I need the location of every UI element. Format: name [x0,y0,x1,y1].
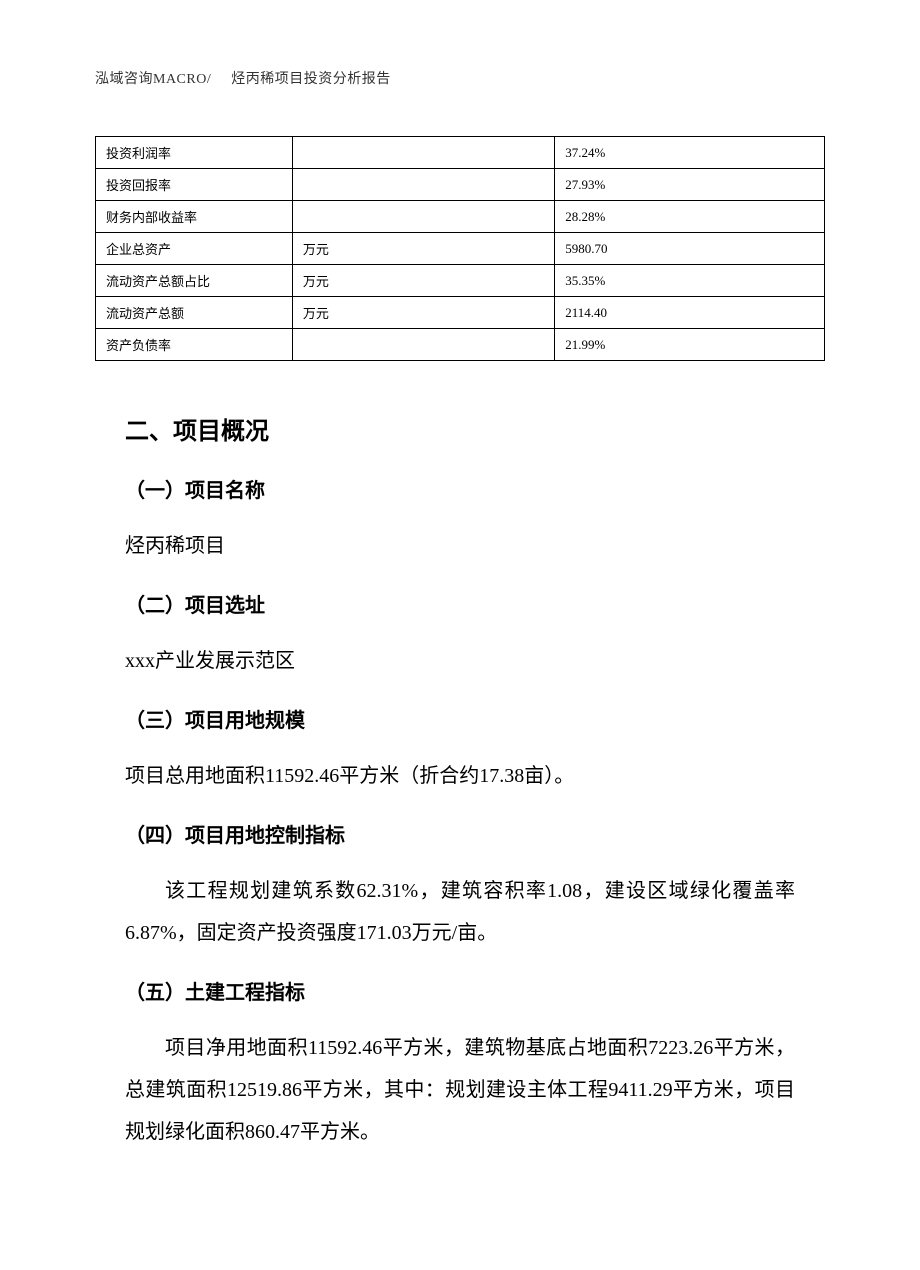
financial-table: 投资利润率 37.24% 投资回报率 27.93% 财务内部收益率 28.28%… [95,136,825,361]
table-cell-unit [292,201,554,233]
table-cell-value: 37.24% [555,137,825,169]
table-row: 资产负债率 21.99% [96,329,825,361]
section-heading: 二、项目概况 [125,411,795,446]
table-row: 企业总资产 万元 5980.70 [96,233,825,265]
subsection-title: （四）项目用地控制指标 [125,819,795,848]
table-cell-label: 企业总资产 [96,233,293,265]
subsection-title: （二）项目选址 [125,589,795,618]
table-row: 财务内部收益率 28.28% [96,201,825,233]
table-row: 流动资产总额占比 万元 35.35% [96,265,825,297]
table-cell-unit [292,329,554,361]
subsection-body: 项目总用地面积11592.46平方米（折合约17.38亩）。 [125,755,795,797]
table-cell-label: 流动资产总额占比 [96,265,293,297]
table-row: 投资回报率 27.93% [96,169,825,201]
subsection-body: xxx产业发展示范区 [125,640,795,682]
subsection-body: 烃丙稀项目 [125,525,795,567]
table-cell-value: 2114.40 [555,297,825,329]
header-separator [219,72,223,87]
table-cell-label: 资产负债率 [96,329,293,361]
subsection-title: （一）项目名称 [125,474,795,503]
table-cell-label: 财务内部收益率 [96,201,293,233]
table-cell-value: 28.28% [555,201,825,233]
table-cell-value: 27.93% [555,169,825,201]
page-container: 泓域咨询MACRO/ 烃丙稀项目投资分析报告 投资利润率 37.24% 投资回报… [0,0,920,1270]
page-header: 泓域咨询MACRO/ 烃丙稀项目投资分析报告 [95,68,825,88]
header-title: 烃丙稀项目投资分析报告 [231,72,391,87]
subsection-body: 项目净用地面积11592.46平方米，建筑物基底占地面积7223.26平方米，总… [125,1027,795,1153]
table-cell-unit: 万元 [292,233,554,265]
table-cell-label: 投资利润率 [96,137,293,169]
table-cell-label: 流动资产总额 [96,297,293,329]
header-company: 泓域咨询MACRO/ [95,72,211,87]
subsection-title: （三）项目用地规模 [125,704,795,733]
table-cell-unit: 万元 [292,265,554,297]
table-cell-unit [292,137,554,169]
subsection-body: 该工程规划建筑系数62.31%，建筑容积率1.08，建设区域绿化覆盖率6.87%… [125,870,795,954]
table-cell-value: 35.35% [555,265,825,297]
table-cell-value: 5980.70 [555,233,825,265]
table-row: 投资利润率 37.24% [96,137,825,169]
table-cell-value: 21.99% [555,329,825,361]
content-area: 二、项目概况 （一）项目名称 烃丙稀项目 （二）项目选址 xxx产业发展示范区 … [95,411,825,1153]
table-cell-unit [292,169,554,201]
table-row: 流动资产总额 万元 2114.40 [96,297,825,329]
table-cell-unit: 万元 [292,297,554,329]
table-cell-label: 投资回报率 [96,169,293,201]
subsection-title: （五）土建工程指标 [125,976,795,1005]
